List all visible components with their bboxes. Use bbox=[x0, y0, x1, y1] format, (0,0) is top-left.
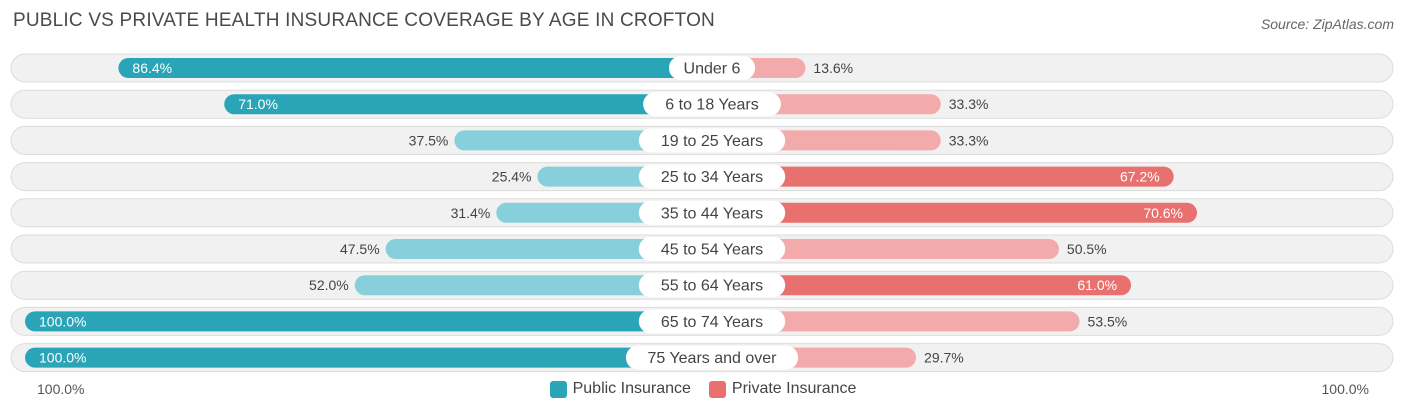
label-private: 53.5% bbox=[1088, 313, 1128, 329]
category-label: Under 6 bbox=[684, 61, 741, 78]
category-label: 19 to 25 Years bbox=[661, 133, 763, 150]
row-0: 86.4% 13.6% Under 6 bbox=[10, 53, 1394, 83]
legend-item-public[interactable]: Public Insurance bbox=[549, 380, 691, 398]
category-pill bbox=[638, 237, 786, 261]
axis-left-label: 100.0% bbox=[37, 381, 85, 397]
legend: Public Insurance Private Insurance bbox=[0, 380, 1406, 398]
category-label: 35 to 44 Years bbox=[661, 205, 763, 222]
category-label: 6 to 18 Years bbox=[665, 97, 758, 114]
bar-private bbox=[712, 275, 1132, 296]
row-6: 52.0% 61.0% 55 to 64 Years bbox=[10, 270, 1394, 300]
row-7: 100.0% 53.5% 65 to 74 Years bbox=[10, 306, 1394, 336]
label-private: 50.5% bbox=[1067, 241, 1107, 257]
bar-private bbox=[712, 311, 1080, 332]
row-2: 37.5% 33.3% 19 to 25 Years bbox=[10, 125, 1394, 155]
bar-public bbox=[354, 275, 712, 296]
row-5: 47.5% 50.5% 45 to 54 Years bbox=[10, 234, 1394, 264]
category-label: 65 to 74 Years bbox=[661, 314, 763, 331]
legend-label-private: Private Insurance bbox=[731, 380, 857, 397]
row-1: 71.0% 33.3% 6 to 18 Years bbox=[10, 89, 1394, 119]
row-8: 100.0% 29.7% 75 Years and over bbox=[10, 343, 1394, 373]
legend-swatch-public bbox=[549, 380, 567, 398]
legend-label-public: Public Insurance bbox=[572, 380, 691, 397]
chart-source: Source: ZipAtlas.com bbox=[1260, 16, 1394, 32]
category-label: 55 to 64 Years bbox=[661, 278, 763, 295]
label-private: 61.0% bbox=[1077, 277, 1117, 293]
bar-private bbox=[712, 239, 1059, 259]
label-private: 13.6% bbox=[813, 60, 853, 76]
bar-private bbox=[712, 166, 1174, 187]
category-pill bbox=[625, 345, 799, 370]
category-pill bbox=[638, 273, 786, 298]
axis-right-label: 100.0% bbox=[1321, 381, 1369, 397]
label-public: 47.5% bbox=[340, 241, 380, 257]
category-label: 25 to 34 Years bbox=[661, 169, 763, 186]
bar-public bbox=[25, 347, 712, 368]
category-pill bbox=[643, 92, 781, 117]
category-pill bbox=[668, 56, 756, 80]
category-pill bbox=[638, 128, 786, 153]
row-4: 31.4% 70.6% 35 to 44 Years bbox=[10, 198, 1394, 228]
bar-public bbox=[118, 58, 712, 78]
bar-public bbox=[385, 239, 712, 259]
label-private: 33.3% bbox=[949, 132, 989, 148]
category-label: 75 Years and over bbox=[648, 350, 778, 367]
label-public: 52.0% bbox=[309, 277, 349, 293]
category-pill bbox=[638, 200, 786, 225]
label-private: 70.6% bbox=[1143, 205, 1183, 221]
label-private: 33.3% bbox=[949, 96, 989, 112]
category-pill bbox=[638, 309, 786, 334]
bar-public bbox=[25, 311, 712, 332]
bar-public bbox=[224, 94, 713, 115]
label-public: 100.0% bbox=[39, 313, 86, 329]
category-pill bbox=[638, 164, 786, 189]
chart-title: PUBLIC VS PRIVATE HEALTH INSURANCE COVER… bbox=[13, 10, 715, 31]
label-public: 71.0% bbox=[238, 96, 278, 112]
bar-private bbox=[712, 202, 1198, 223]
label-public: 86.4% bbox=[132, 60, 172, 76]
label-public: 31.4% bbox=[451, 205, 491, 221]
row-3: 25.4% 67.2% 25 to 34 Years bbox=[10, 162, 1394, 192]
legend-item-private[interactable]: Private Insurance bbox=[708, 380, 857, 398]
label-public: 37.5% bbox=[409, 132, 449, 148]
legend-swatch-private bbox=[708, 380, 726, 398]
label-private: 29.7% bbox=[924, 350, 964, 366]
category-label: 45 to 54 Years bbox=[661, 242, 763, 259]
label-private: 67.2% bbox=[1120, 169, 1160, 185]
label-public: 25.4% bbox=[492, 169, 532, 185]
label-public: 100.0% bbox=[39, 350, 86, 366]
